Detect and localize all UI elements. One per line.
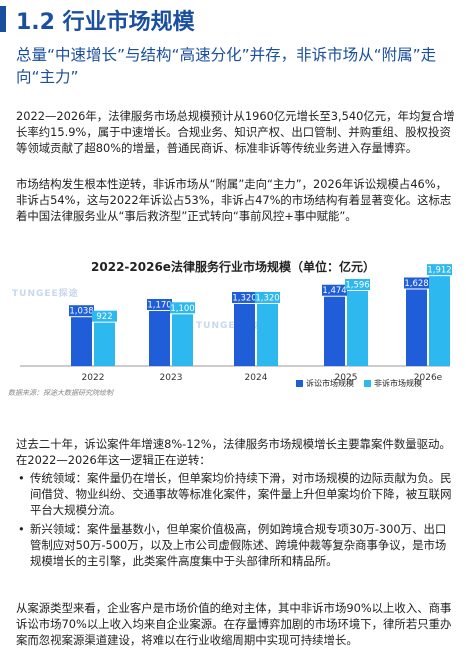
paragraph-client-source: 从案源类型来看，企业客户是市场价值的绝对主体，其中非诉市场90%以上收入、商事诉… [16,601,452,647]
bar-non-litigation-2022 [94,322,115,366]
bar-non-litigation-2025 [347,290,368,366]
data-label-bg-non-litigation-2022 [92,310,117,322]
bar-litigation-2022 [71,317,92,366]
data-label-non-litigation-2024: 1,320 [255,293,279,303]
watermark-left: TUNGEE探途 [12,289,79,299]
chart-legend: 诉讼市场规模 非诉市场规模 [296,378,422,389]
x-tick-label-2024: 2024 [245,373,268,383]
legend-label-litigation: 诉讼市场规模 [306,379,354,388]
section-subtitle: 总量“中速增长”与结构“高速分化”并存，非诉市场从“附属”走向“主力” [16,46,437,86]
data-label-litigation-2022: 1,038 [69,307,93,317]
data-label-bg-non-litigation-2024 [255,291,280,303]
data-label-litigation-2025: 1,474 [322,286,346,296]
bar-litigation-2025 [324,296,345,366]
data-label-litigation-2023: 1,170 [147,301,171,311]
data-label-bg-non-litigation-2026e [427,264,452,276]
x-tick-label-2022: 2022 [82,373,105,383]
data-label-bg-litigation-2024 [232,291,257,303]
bullet-list: 传统领域：案件量仍在增长，但单案均价持续下滑，对市场规模的边际贡献为负。民间借贷… [16,470,456,572]
bar-non-litigation-2024 [257,303,278,366]
bullet-traditional: 传统领域：案件量仍在增长，但单案均价持续下滑，对市场规模的边际贡献为负。民间借贷… [16,470,456,518]
section-accent-bar [0,6,6,32]
x-tick-label-2026e: 2026e [414,373,443,383]
legend-item-non-litigation: 非诉市场规模 [364,378,422,389]
watermark-center: TUNGEE探途 [196,321,263,331]
data-label-non-litigation-2022: 922 [96,312,112,322]
chart-source: 数据来源：探途大数据研究院绘制 [8,389,113,397]
chart-title: 2022-2026e法律服务行业市场规模（单位：亿元） [91,260,375,274]
x-tick-label-2025: 2025 [335,373,358,383]
data-label-bg-litigation-2026e [404,277,429,289]
bar-litigation-2026e [406,289,427,366]
bar-non-litigation-2023 [172,314,193,366]
legend-swatch-litigation [296,380,303,387]
paragraph-market-size: 2022—2026年，法律服务市场总规模预计从1960亿元增长至3,540亿元，… [16,109,455,155]
x-tick-label-2023: 2023 [160,373,183,383]
data-label-bg-litigation-2025 [322,284,347,296]
section-title: 1.2 行业市场规模 [16,10,195,35]
legend-item-litigation: 诉讼市场规模 [296,378,354,389]
legend-label-non-litigation: 非诉市场规模 [374,379,422,388]
paragraph-growth-driver: 过去二十年，诉讼案件年增速8%-12%，法律服务市场规模增长主要靠案件数量驱动。… [16,437,451,467]
data-label-litigation-2026e: 1,628 [404,279,428,289]
data-label-bg-litigation-2022 [69,305,94,317]
bullet-emerging: 新兴领域：案件量基数小，但单案价值极高，例如跨境合规专项30万-300万、出口管… [16,521,456,569]
data-label-litigation-2024: 1,320 [232,293,256,303]
data-label-bg-litigation-2023 [147,299,172,311]
data-label-non-litigation-2026e: 1,912 [427,266,451,276]
legend-swatch-non-litigation [364,380,371,387]
bar-litigation-2024 [234,303,255,366]
bar-litigation-2023 [149,311,170,366]
data-label-non-litigation-2025: 1,596 [345,280,369,290]
paragraph-market-structure: 市场结构发生根本性逆转，非诉市场从“附属”走向“主力”，2026年诉讼规模占46… [16,177,452,223]
data-label-bg-non-litigation-2025 [345,278,370,290]
data-label-bg-non-litigation-2023 [170,302,195,314]
data-label-non-litigation-2023: 1,100 [170,304,194,314]
bar-non-litigation-2026e [429,276,450,366]
